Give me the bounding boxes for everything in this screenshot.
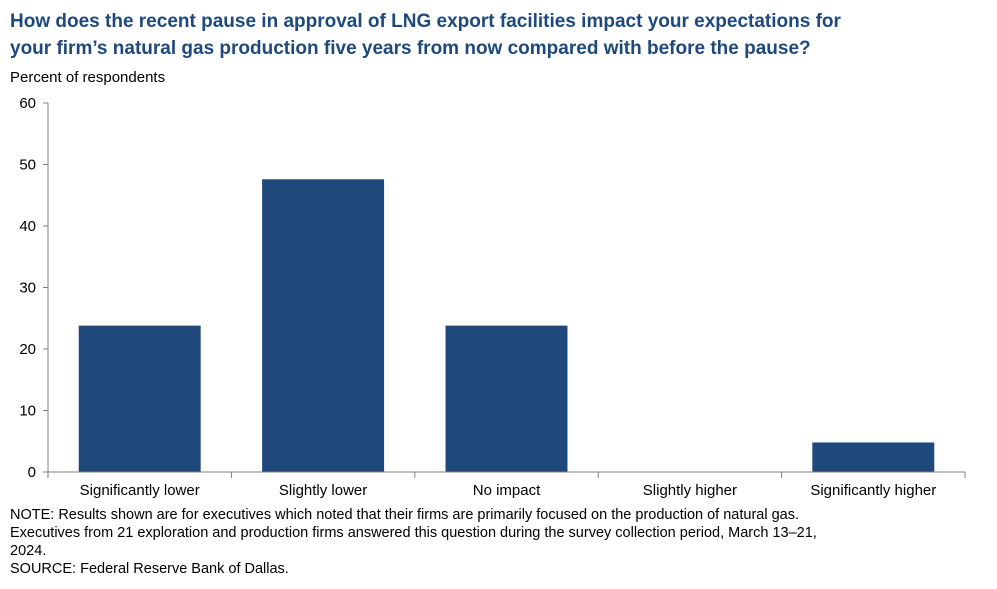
x-tick-label-3: Slightly higher xyxy=(643,482,737,499)
y-tick-label-40: 40 xyxy=(19,218,36,235)
chart-title: How does the recent pause in approval of… xyxy=(10,8,985,62)
bar-1 xyxy=(262,179,385,472)
y-tick-label-10: 10 xyxy=(19,403,36,420)
x-tick-label-1: Slightly lower xyxy=(279,482,367,499)
x-tick-label-4: Significantly higher xyxy=(810,482,936,499)
source-line: SOURCE: Federal Reserve Bank of Dallas. xyxy=(10,561,289,577)
x-tick-label-2: No impact xyxy=(473,482,541,499)
chart-title-line-1: How does the recent pause in approval of… xyxy=(10,11,841,32)
y-tick-label-30: 30 xyxy=(19,280,36,297)
chart-notes: NOTE: Results shown are for executives w… xyxy=(10,506,985,578)
note-line-1: NOTE: Results shown are for executives w… xyxy=(10,507,800,523)
chart-title-line-2: your firm’s natural gas production five … xyxy=(10,38,811,59)
bar-4 xyxy=(812,442,935,472)
y-tick-label-20: 20 xyxy=(19,341,36,358)
bar-2 xyxy=(445,325,568,472)
y-tick-label-0: 0 xyxy=(28,464,36,481)
note-line-2: Executives from 21 exploration and produ… xyxy=(10,525,817,541)
y-axis-label: Percent of respondents xyxy=(10,69,166,86)
bar-0 xyxy=(78,325,201,472)
note-line-3: 2024. xyxy=(10,543,47,559)
x-tick-label-0: Significantly lower xyxy=(80,482,200,499)
y-tick-label-60: 60 xyxy=(19,95,36,112)
y-tick-label-50: 50 xyxy=(19,157,36,174)
